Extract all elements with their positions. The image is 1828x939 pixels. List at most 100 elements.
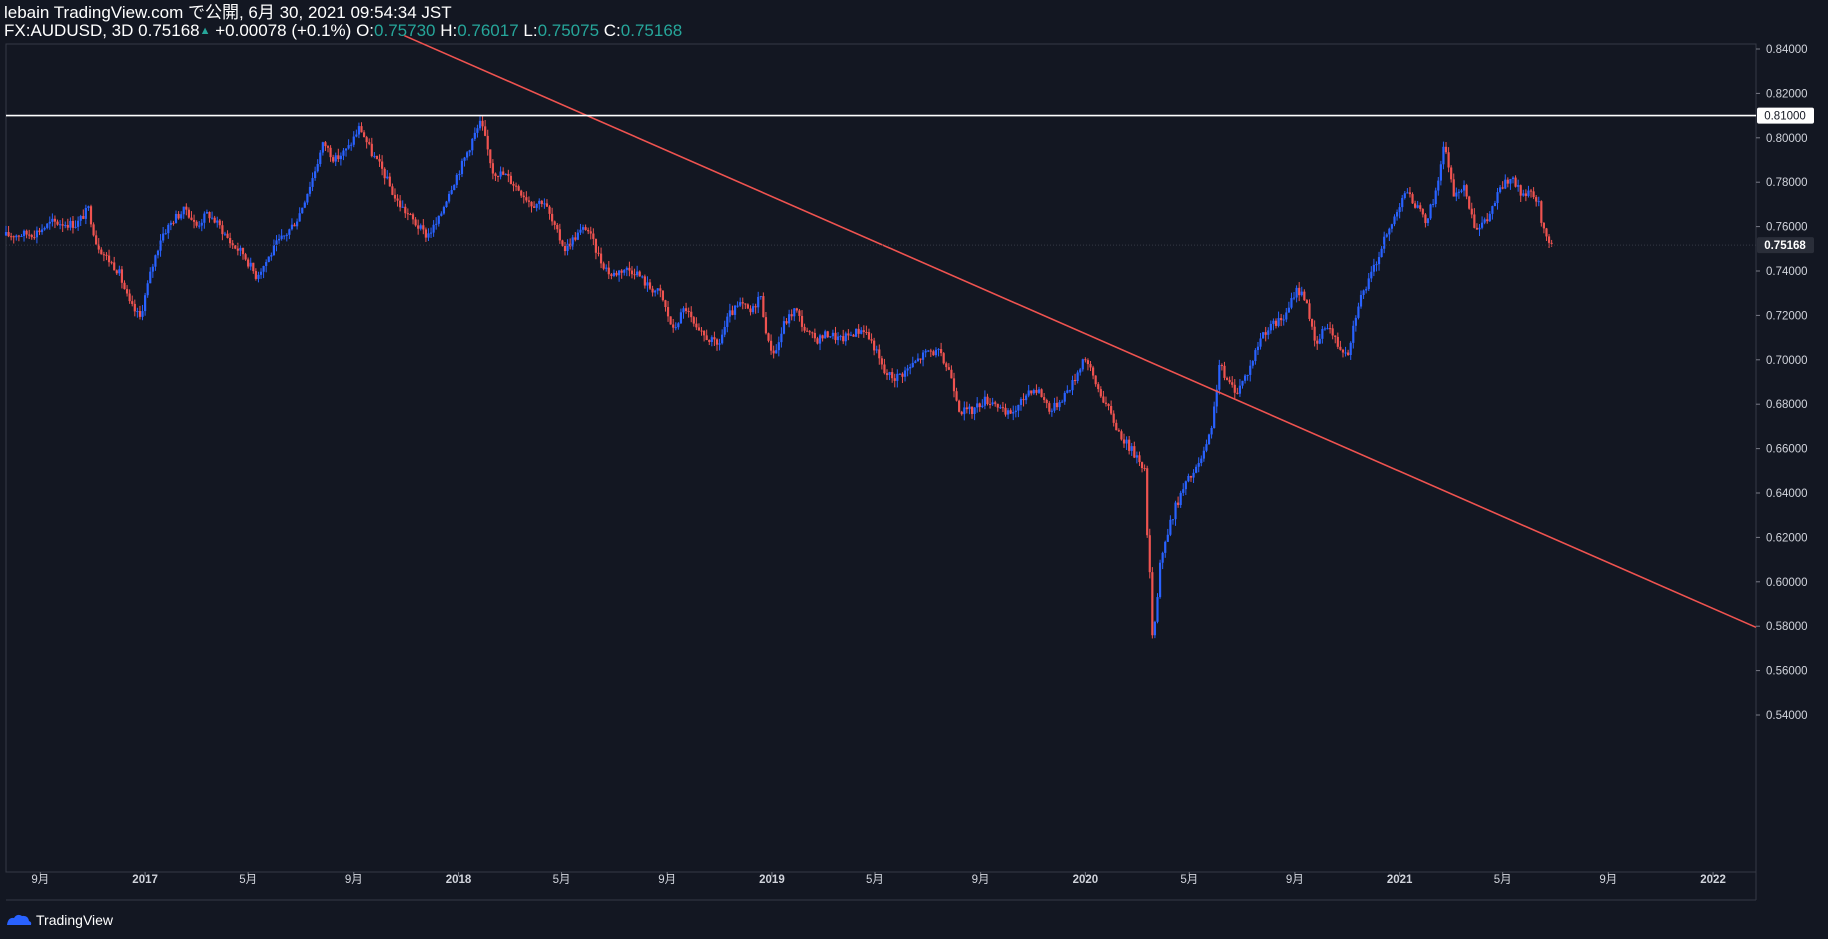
candle-body xyxy=(648,282,652,289)
candle-body xyxy=(862,330,865,332)
candle-body xyxy=(896,373,899,381)
candle-body xyxy=(751,306,755,313)
candle-body xyxy=(958,400,961,412)
candle-body xyxy=(432,224,435,233)
candle-body xyxy=(10,236,13,238)
candle-body xyxy=(816,338,819,344)
candle-body xyxy=(767,333,770,341)
candle-body xyxy=(1133,446,1136,458)
candle-body xyxy=(1359,295,1363,307)
candle-body xyxy=(636,271,639,276)
candle-body xyxy=(1341,349,1345,353)
candle-body xyxy=(162,233,165,241)
candle-body xyxy=(715,339,719,345)
candle-body xyxy=(285,234,288,236)
candle-body xyxy=(772,350,775,354)
candle-body xyxy=(277,238,281,241)
candle-body xyxy=(267,256,270,263)
candle-body xyxy=(169,222,172,225)
candle-body xyxy=(1542,222,1546,229)
candle-body xyxy=(1540,201,1543,223)
candle-body xyxy=(630,270,634,275)
candle-body xyxy=(136,311,139,313)
candle-body xyxy=(319,152,322,165)
candle-body xyxy=(1334,335,1337,337)
candle-body xyxy=(1280,318,1283,321)
candle-body xyxy=(1429,204,1432,219)
candle-body xyxy=(610,274,613,276)
candle-body xyxy=(1050,410,1053,412)
candle-body xyxy=(1025,395,1028,401)
candle-body xyxy=(785,321,788,324)
candle-body xyxy=(1019,399,1023,405)
candle-body xyxy=(1267,330,1270,335)
candle-body xyxy=(247,259,250,267)
candle-body xyxy=(141,311,144,317)
candle-body xyxy=(1457,191,1460,193)
candle-body xyxy=(43,227,46,230)
candle-body xyxy=(1496,192,1499,204)
candle-body xyxy=(391,186,394,195)
x-tick-label: 2018 xyxy=(446,874,472,886)
candle-body xyxy=(1298,287,1301,296)
candle-body xyxy=(885,373,889,376)
candle-body xyxy=(581,227,585,230)
candle-body xyxy=(551,213,554,222)
candle-body xyxy=(290,224,294,230)
candle-body xyxy=(690,311,693,318)
hline-price-tag xyxy=(1757,107,1814,124)
candle-body xyxy=(878,349,881,359)
candle-body xyxy=(1292,297,1296,299)
candle-body xyxy=(440,213,443,216)
candle-body xyxy=(254,271,257,279)
candle-body xyxy=(674,327,677,329)
candle-body xyxy=(888,372,891,376)
candle-body xyxy=(924,350,927,353)
candle-body xyxy=(249,262,252,267)
candle-body xyxy=(1256,346,1260,351)
candle-body xyxy=(656,288,659,291)
candle-body xyxy=(33,237,36,239)
candle-body xyxy=(324,142,327,147)
footer: TradingView xyxy=(6,909,113,931)
candle-body xyxy=(1241,380,1244,386)
plot-border xyxy=(5,43,1757,873)
candle-body xyxy=(1259,338,1262,347)
candle-body xyxy=(69,220,72,228)
candle-body xyxy=(854,328,858,337)
candle-body xyxy=(1068,390,1072,392)
candle-body xyxy=(911,362,914,367)
candle-body xyxy=(424,229,427,238)
high-label: H: xyxy=(440,21,458,40)
candle-body xyxy=(891,372,894,379)
candle-body xyxy=(30,234,33,238)
candle-body xyxy=(378,158,381,162)
candle-body xyxy=(530,201,533,207)
candle-body xyxy=(612,272,616,276)
candle-body xyxy=(1140,462,1144,469)
candle-body xyxy=(381,161,384,169)
candle-body xyxy=(151,266,154,272)
candle-body xyxy=(721,334,724,344)
candle-body xyxy=(1063,392,1066,402)
candle-body xyxy=(1084,359,1087,361)
candle-body xyxy=(780,333,783,343)
candle-body xyxy=(592,233,595,239)
symbol-label[interactable]: FX:AUDUSD, 3D xyxy=(4,21,134,40)
candle-body xyxy=(177,213,180,219)
candle-body xyxy=(133,303,136,312)
time-axis[interactable]: 9月 2017 5月 9月 2018 5月 9月 2019 5月 9月 2020 5月 9月 2021 5月… xyxy=(31,872,1726,886)
low-value: 0.75075 xyxy=(537,21,600,40)
candle-body xyxy=(563,245,567,252)
candle-body xyxy=(945,363,948,368)
candle-body xyxy=(1251,361,1254,366)
candle-body xyxy=(1517,185,1520,187)
candle-body xyxy=(226,233,229,238)
candle-body xyxy=(839,336,842,338)
candle-body xyxy=(587,229,590,232)
trendline[interactable] xyxy=(404,34,1757,629)
candle-body xyxy=(234,245,237,249)
price-axis[interactable]: 0.84000 0.82000 0.80000 0.78000 0.76000 0.740… xyxy=(1756,44,1814,722)
candle-body xyxy=(1403,193,1406,199)
